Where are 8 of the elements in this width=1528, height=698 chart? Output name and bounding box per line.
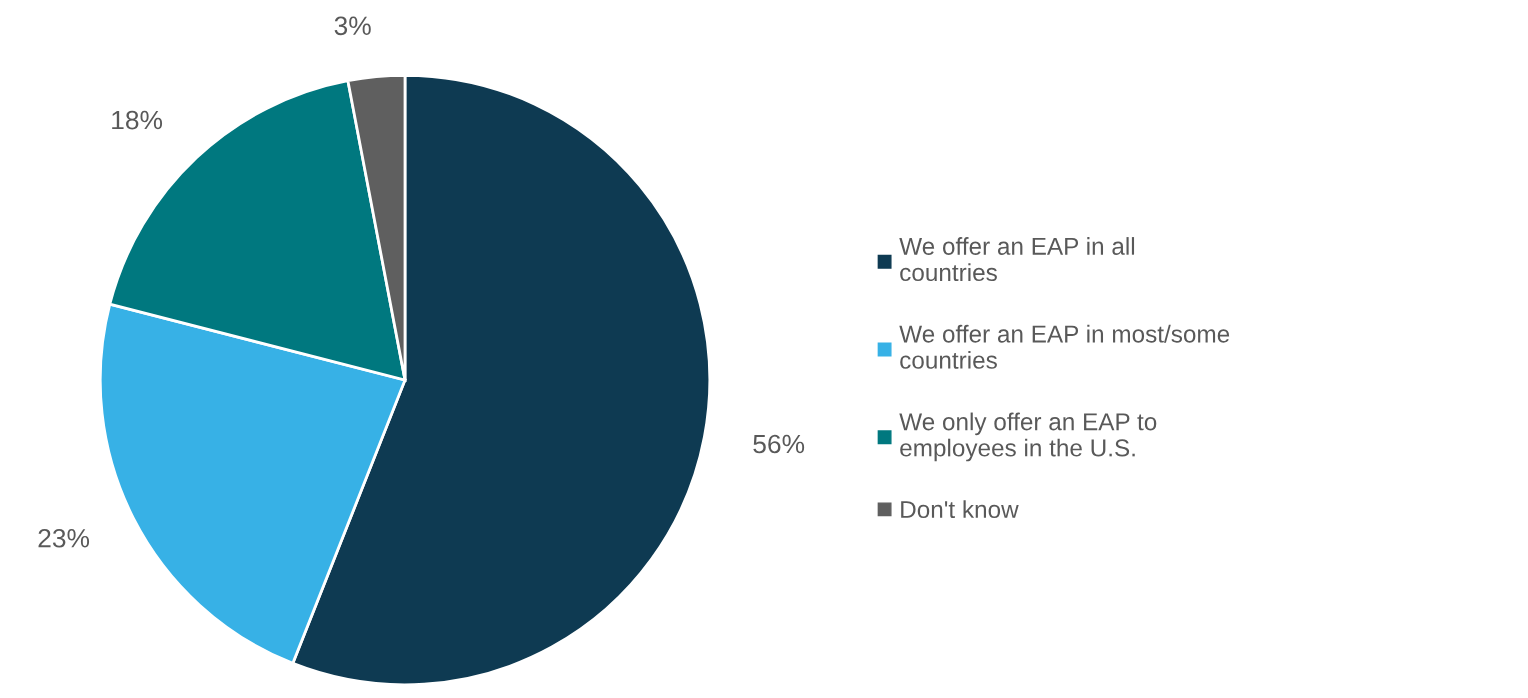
- legend-label: We offer an EAP in most/some countries: [899, 324, 1230, 369]
- data-label: 23%: [38, 528, 90, 548]
- data-label: 56%: [753, 434, 805, 454]
- legend-label: We offer an EAP in all countries: [899, 237, 1135, 282]
- legend-label: Don't know: [901, 500, 1019, 519]
- data-label: 3%: [334, 16, 371, 36]
- legend-label: We only offer an EAP to employees in the U.S.: [899, 412, 1157, 462]
- data-label: 18%: [112, 110, 163, 130]
